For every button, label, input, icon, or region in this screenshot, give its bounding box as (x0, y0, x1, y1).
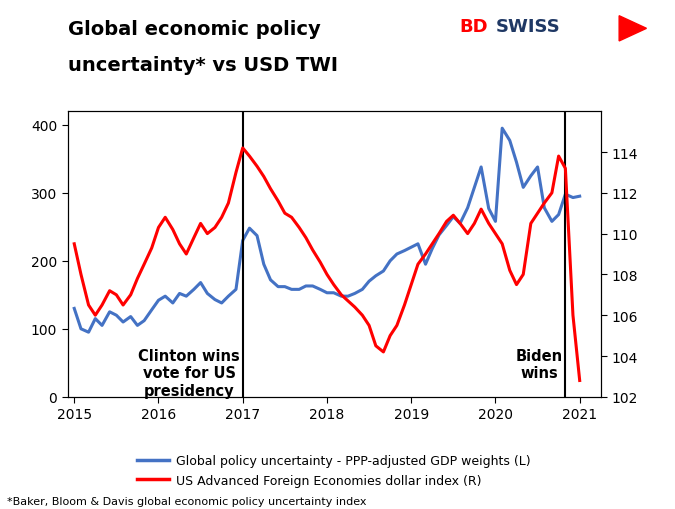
Text: BD: BD (459, 18, 487, 36)
Text: Clinton wins
vote for US
presidency: Clinton wins vote for US presidency (138, 348, 240, 398)
Text: Biden
wins: Biden wins (516, 348, 563, 381)
Text: Global economic policy: Global economic policy (68, 20, 320, 39)
Text: SWISS: SWISS (496, 18, 561, 36)
Legend: Global policy uncertainty - PPP-adjusted GDP weights (L), US Advanced Foreign Ec: Global policy uncertainty - PPP-adjusted… (138, 455, 531, 487)
Text: *Baker, Bloom & Davis global economic policy uncertainty index: *Baker, Bloom & Davis global economic po… (7, 496, 367, 506)
Polygon shape (619, 17, 647, 42)
Text: uncertainty* vs USD TWI: uncertainty* vs USD TWI (68, 56, 338, 75)
